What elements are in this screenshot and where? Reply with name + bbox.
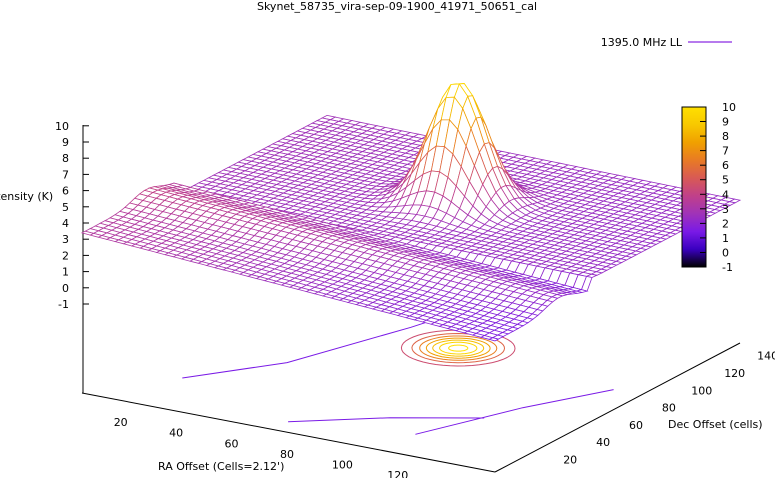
z-tick-label: 2 xyxy=(62,249,69,262)
z-tick-label: 8 xyxy=(62,152,69,165)
y-tick-label: 100 xyxy=(691,384,712,397)
y-tick-labels: 20 40 60 80 100 120 140 xyxy=(563,350,775,467)
colorbar-gradient xyxy=(681,106,707,268)
contour-line xyxy=(439,341,478,355)
x-axis-label: RA Offset (Cells=2.12') xyxy=(158,460,284,473)
z-tick-label: 5 xyxy=(62,201,69,214)
colorbar-tick-label: 9 xyxy=(722,116,729,129)
z-tick-label: 9 xyxy=(62,136,69,149)
x-tick-label: 120 xyxy=(387,469,408,478)
y-tick-label: 60 xyxy=(629,419,643,432)
x-tick-label: 60 xyxy=(225,437,239,450)
colorbar-tick-label: 7 xyxy=(722,145,729,158)
z-tick-label: 4 xyxy=(62,217,69,230)
y-tick-label: 40 xyxy=(596,436,610,449)
z-tick-labels: -1 0 1 2 3 4 5 6 7 8 9 10 xyxy=(55,120,89,311)
surface-cell xyxy=(488,337,500,342)
z-tick-label: 10 xyxy=(55,120,69,133)
z-tick-label: 0 xyxy=(62,282,69,295)
z-tick-label: 1 xyxy=(62,266,69,279)
y-tick-label: 140 xyxy=(757,350,775,363)
z-tick-label: 6 xyxy=(62,185,69,198)
contour-line xyxy=(432,339,485,357)
colorbar-tick-label: -1 xyxy=(722,261,733,274)
surface-mesh xyxy=(80,83,742,342)
colorbar-tick-label: 10 xyxy=(722,101,736,114)
contour-line xyxy=(415,389,614,435)
colorbar-tick-label: 3 xyxy=(722,203,729,216)
z-tick-label: 3 xyxy=(62,233,69,246)
y-tick-label: 80 xyxy=(662,402,676,415)
colorbar-tick-label: 4 xyxy=(722,188,729,201)
colorbar-tick-label: 1 xyxy=(722,232,729,245)
contour-line xyxy=(288,417,485,423)
x-tick-label: 100 xyxy=(332,459,353,472)
axes-box xyxy=(81,125,741,473)
z-tick-label: 7 xyxy=(62,168,69,181)
contour-layer xyxy=(182,304,614,435)
colorbar-tick-label: 0 xyxy=(722,247,729,260)
y-tick-label: 120 xyxy=(724,367,745,380)
contour-line xyxy=(448,344,469,352)
colorbar-tick-label: 2 xyxy=(722,217,729,230)
legend-label: 1395.0 MHz LL xyxy=(601,36,683,49)
z-tick-label: -1 xyxy=(58,298,69,311)
contour-line xyxy=(400,329,516,367)
y-axis-label: Dec Offset (cells) xyxy=(668,418,763,431)
x-tick-label: 40 xyxy=(169,427,183,440)
contour-line xyxy=(419,335,498,361)
contour-line xyxy=(425,337,491,359)
y-tick-label: 20 xyxy=(563,454,577,467)
contour-line xyxy=(411,332,506,364)
z-axis-label: Intensity (K) xyxy=(0,190,53,203)
chart-title: Skynet_58735_vira-sep-09-1900_41971_5065… xyxy=(257,0,537,13)
colorbar-tick-label: 6 xyxy=(722,159,729,172)
colorbar-tick-label: 5 xyxy=(722,174,729,187)
x-tick-label: 80 xyxy=(280,448,294,461)
x-tick-label: 20 xyxy=(114,416,128,429)
colorbar-tick-label: 8 xyxy=(722,130,729,143)
